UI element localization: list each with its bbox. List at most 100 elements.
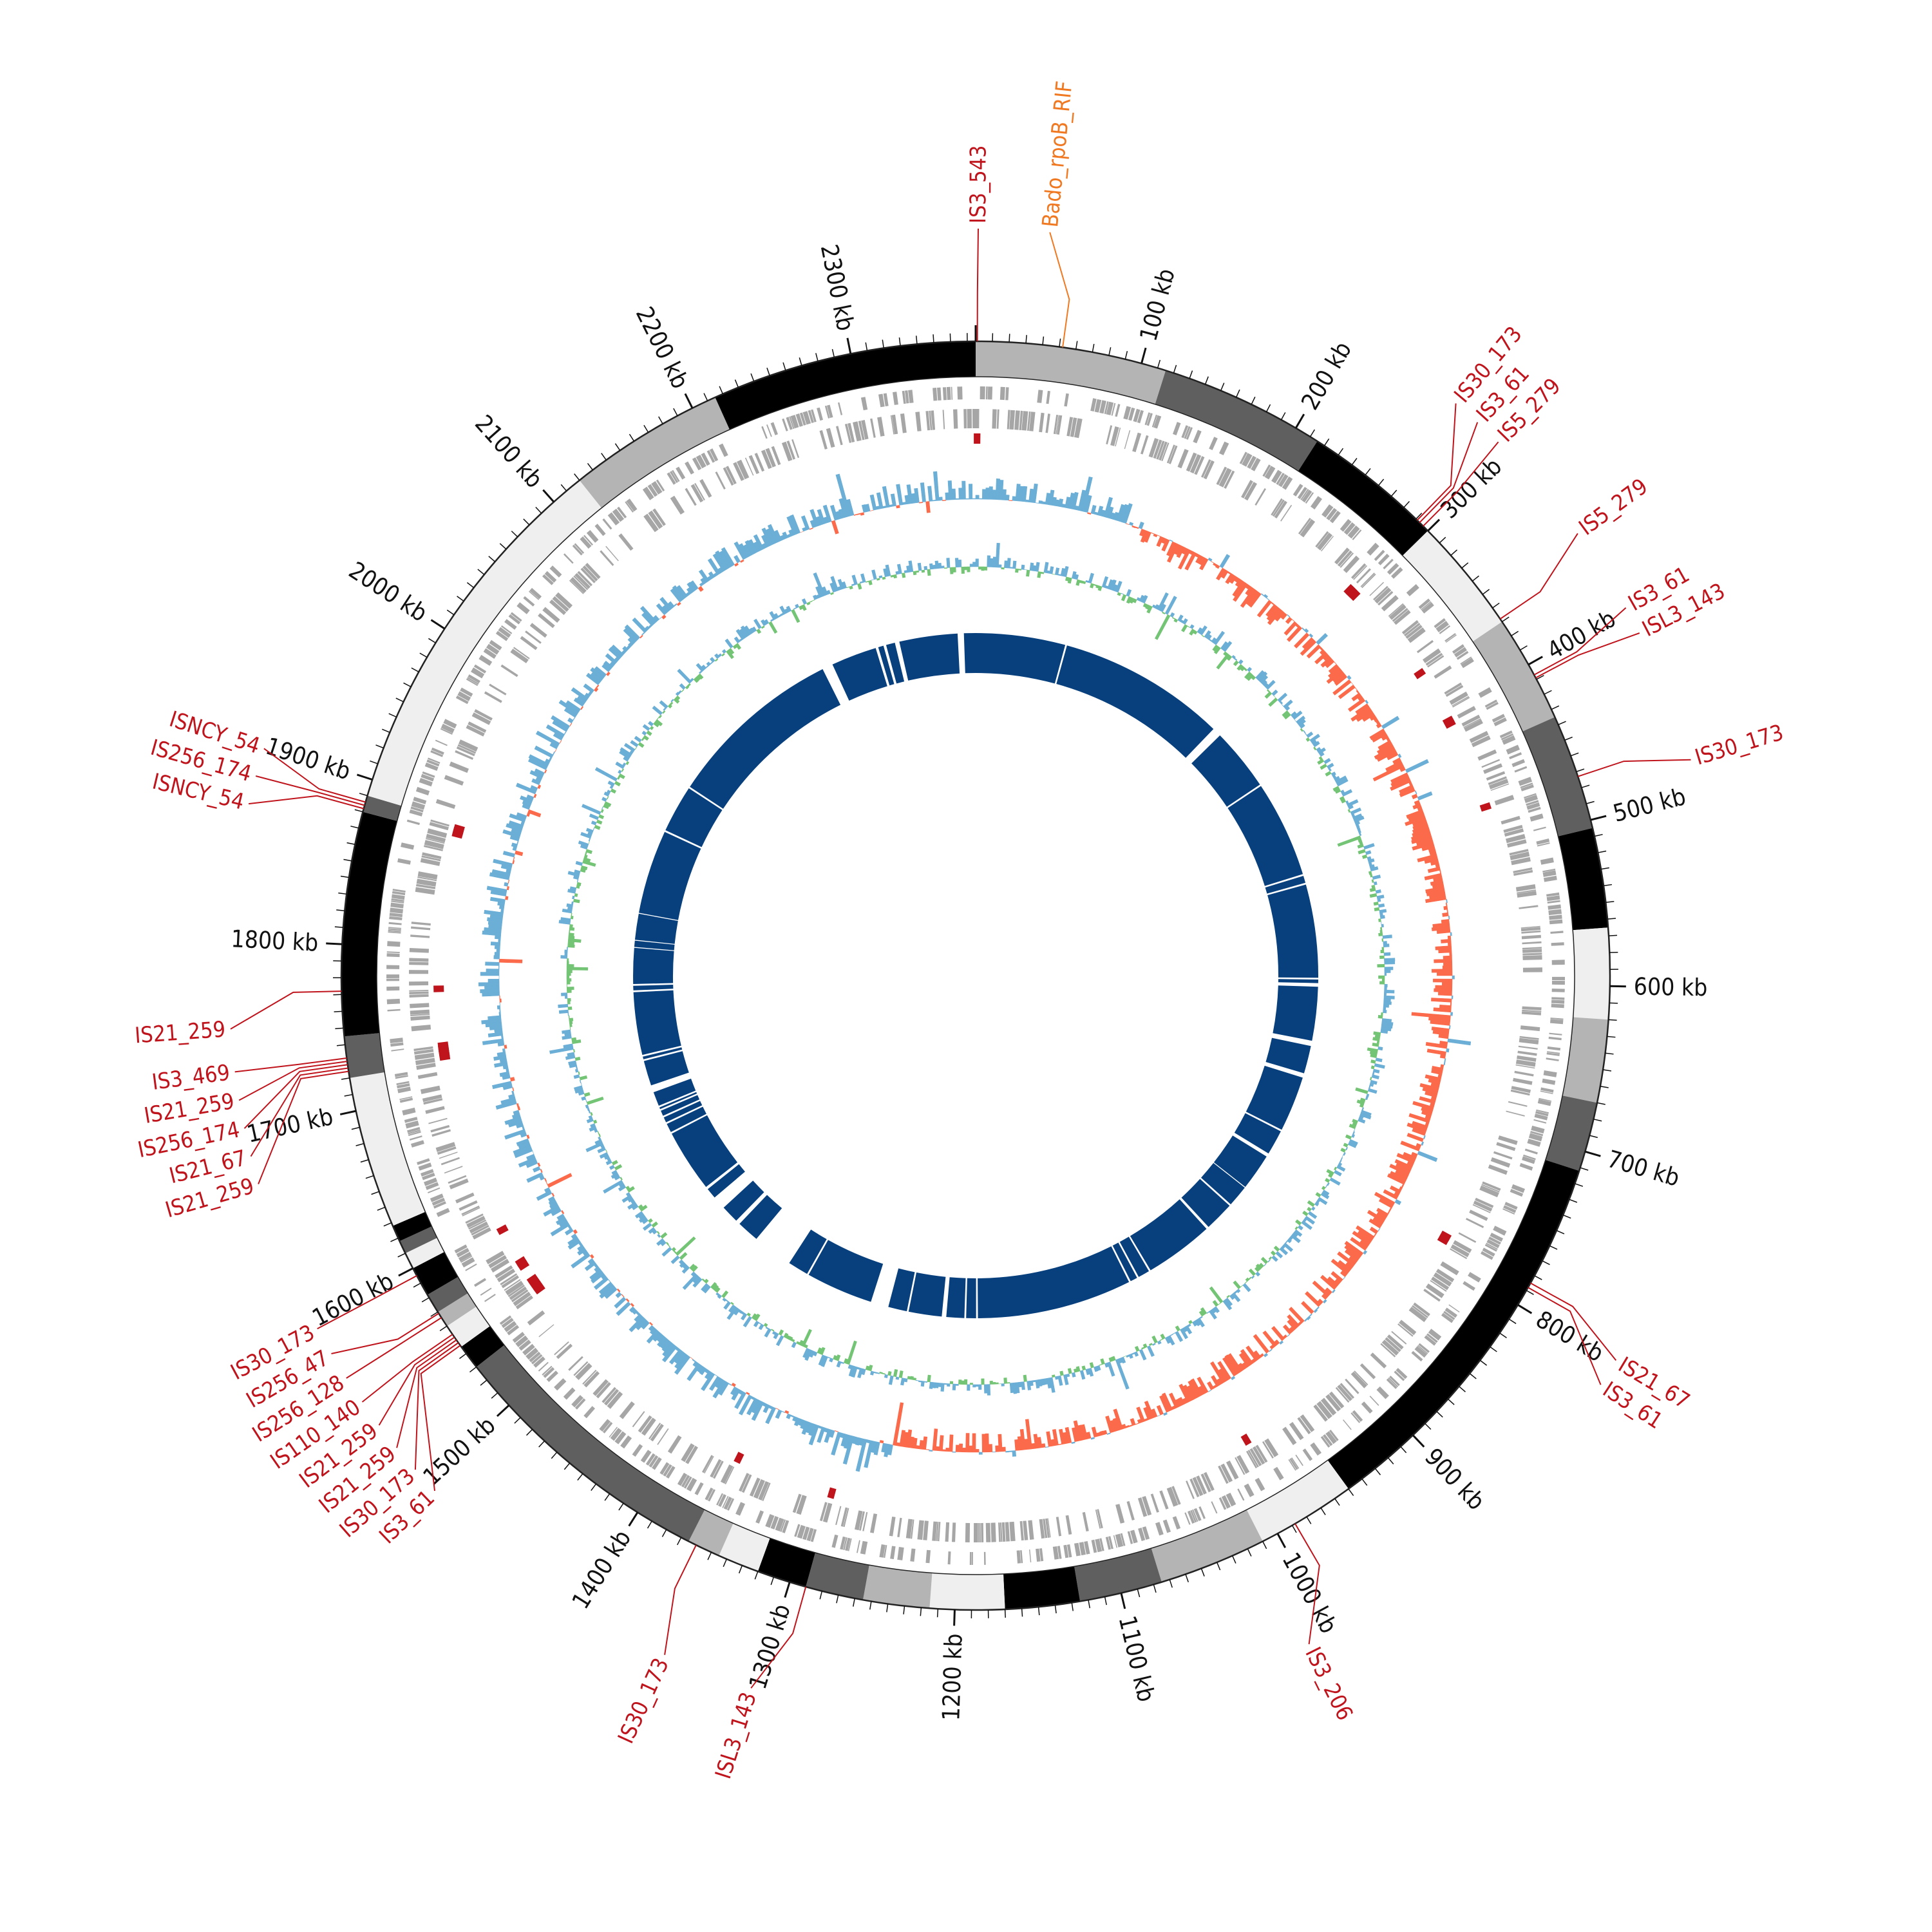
is-marker xyxy=(974,433,981,444)
minor-tick xyxy=(1558,721,1566,725)
cds-feature xyxy=(507,1325,520,1336)
minor-tick xyxy=(1137,1589,1141,1598)
cds-feature xyxy=(605,545,619,562)
cds-feature xyxy=(1510,1189,1524,1197)
cds-feature xyxy=(1527,1139,1541,1147)
cds-feature xyxy=(1452,644,1465,654)
cds-feature xyxy=(942,410,945,430)
blast-hit-block xyxy=(888,1268,915,1312)
cds-feature xyxy=(1488,776,1507,786)
cds-feature xyxy=(1524,1148,1538,1155)
cds-feature xyxy=(1335,1387,1350,1403)
cds-feature xyxy=(1440,1261,1459,1276)
cds-feature xyxy=(529,587,542,600)
cds-feature xyxy=(411,1140,424,1148)
cds-feature xyxy=(811,409,817,422)
minor-tick xyxy=(1004,1609,1006,1618)
cds-feature xyxy=(1009,410,1015,430)
minor-tick xyxy=(915,336,918,345)
cds-feature xyxy=(509,1286,527,1300)
cds-feature xyxy=(670,471,678,483)
cds-feature xyxy=(504,1279,521,1291)
blast-hit-block xyxy=(672,1115,738,1188)
cds-feature xyxy=(1389,604,1406,620)
blast-hit-block xyxy=(1265,1037,1311,1074)
cds-feature xyxy=(1138,1528,1146,1541)
cds-feature xyxy=(1426,1333,1438,1343)
minor-tick xyxy=(1338,448,1344,456)
minor-tick xyxy=(1526,1290,1534,1295)
cds-feature xyxy=(1218,1497,1227,1510)
minor-tick xyxy=(338,892,347,895)
minor-tick xyxy=(388,713,397,718)
blast-hit-block xyxy=(966,1278,976,1319)
is-label: IS30_173 xyxy=(1692,719,1786,770)
minor-tick xyxy=(949,333,951,342)
cds-feature xyxy=(1475,1197,1494,1208)
minor-tick xyxy=(1189,370,1193,379)
cds-feature xyxy=(426,833,446,843)
is-label: IS3_206 xyxy=(1300,1643,1358,1725)
cds-feature xyxy=(1053,415,1059,435)
cds-feature xyxy=(513,1291,531,1307)
minor-tick xyxy=(1009,334,1010,343)
cds-feature xyxy=(390,1037,403,1043)
minor-tick xyxy=(344,1094,353,1097)
is-label: IS3_543 xyxy=(965,145,991,223)
cds-feature xyxy=(1226,1460,1239,1480)
cds-feature xyxy=(781,441,793,462)
cds-feature xyxy=(667,472,676,485)
cds-feature xyxy=(1551,942,1564,946)
cds-feature xyxy=(516,602,530,614)
cds-feature xyxy=(1518,1045,1538,1050)
cds-feature xyxy=(652,1457,662,1470)
is-marker xyxy=(734,1452,744,1464)
cds-feature xyxy=(1043,1519,1048,1539)
cds-feature xyxy=(1172,1516,1181,1530)
cds-feature xyxy=(1536,1109,1549,1114)
cds-feature xyxy=(824,405,830,419)
minor-tick xyxy=(511,531,518,538)
cds-feature xyxy=(426,759,440,767)
minor-tick xyxy=(770,1577,775,1586)
cds-feature xyxy=(1150,1493,1159,1513)
cds-feature xyxy=(1239,451,1247,464)
contig-segment xyxy=(461,1326,504,1367)
cds-feature xyxy=(1540,857,1554,865)
is-leader-line xyxy=(361,1334,453,1403)
cds-feature xyxy=(564,553,574,564)
cds-feature xyxy=(1468,1272,1481,1283)
cds-feature xyxy=(1388,1377,1399,1388)
cds-feature xyxy=(1503,1205,1517,1213)
cds-feature xyxy=(976,408,980,428)
cds-feature xyxy=(1376,1386,1389,1399)
cds-feature xyxy=(945,1522,950,1542)
cds-feature xyxy=(1211,1501,1218,1514)
cds-feature xyxy=(1282,1426,1297,1445)
cds-feature xyxy=(1005,1522,1010,1542)
cds-feature xyxy=(1513,1077,1533,1085)
cds-feature xyxy=(1329,1430,1339,1441)
cds-feature xyxy=(1153,439,1162,459)
minor-tick xyxy=(750,373,755,382)
cds-feature xyxy=(1141,435,1149,455)
cds-feature xyxy=(456,1247,469,1258)
cds-feature xyxy=(594,524,606,536)
cds-feature xyxy=(1380,1343,1396,1358)
cds-feature xyxy=(421,855,441,862)
cds-feature xyxy=(1522,947,1542,950)
cds-feature xyxy=(1272,499,1285,517)
cds-feature xyxy=(422,771,435,778)
blast-hit-block xyxy=(653,1078,696,1106)
major-tick xyxy=(784,1582,791,1598)
tick-label: 1300 kb xyxy=(744,1601,796,1692)
cds-feature xyxy=(625,501,634,513)
blast-hit-block xyxy=(1267,884,1319,978)
minor-tick xyxy=(647,1520,652,1529)
cds-feature xyxy=(1551,1003,1564,1009)
minor-tick xyxy=(1157,359,1161,368)
blast-hit-block xyxy=(1213,1135,1267,1188)
cds-feature xyxy=(1074,418,1083,439)
cds-feature xyxy=(1039,1519,1045,1539)
